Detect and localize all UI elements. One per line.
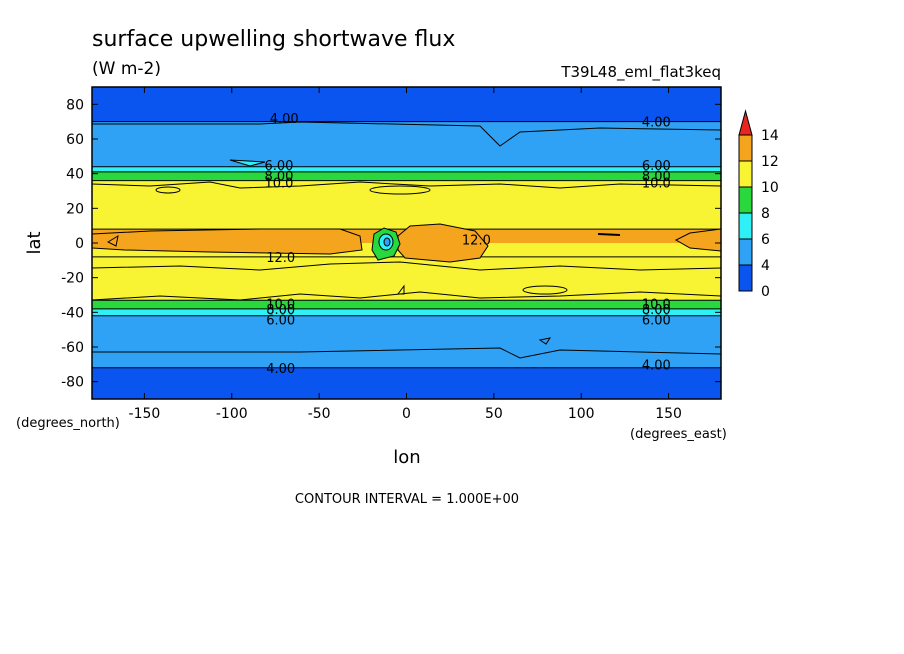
x-tick-label-6: 150: [655, 406, 682, 422]
colorbar-box-5: [738, 134, 753, 162]
contour-label-14: 8.00: [642, 303, 671, 318]
contour-label-12: 6.00: [266, 313, 295, 328]
band-3: [92, 171, 721, 181]
contour-label-8: 12.0: [266, 251, 295, 266]
contour-closed: [397, 284, 405, 295]
contour-closed: [538, 337, 552, 345]
contour-label-17: 4.00: [642, 358, 671, 373]
contour-closed: [229, 159, 266, 167]
contour-interval-note: CONTOUR INTERVAL = 1.000E+00: [295, 492, 519, 507]
colorbar-label-3: 8: [761, 206, 770, 222]
contour-label-6: 8.00: [642, 169, 671, 184]
y-axis-label: lat: [24, 231, 45, 254]
y-tick-label-7: 60: [66, 132, 84, 148]
x-tick-label-2: -50: [308, 406, 331, 422]
contour-line: [92, 181, 721, 189]
y-tick-label-0: -80: [61, 375, 84, 391]
x-axis: -150 -100 -50 0 50 100 150: [129, 87, 682, 422]
dataset-label: T39L48_eml_flat3keq: [560, 63, 721, 82]
band-8: [92, 300, 721, 309]
band-10: [92, 315, 721, 368]
y-tick-label-4: 0: [75, 236, 84, 252]
plot-area: 4.00 4.006.008.0010.06.008.0010.012.012.0…: [92, 87, 721, 399]
y-tick-label-2: -40: [61, 305, 84, 321]
colorbar-label-6: 0: [761, 284, 770, 300]
band-2: [92, 166, 721, 172]
y-axis: -80 -60 -40 -20 0 20 40 60 80: [61, 97, 721, 391]
colorbar-label-2: 10: [761, 180, 779, 196]
colorbar-box-1: [738, 238, 753, 266]
band-1: [92, 121, 721, 167]
contour-label-2: 6.00: [264, 159, 293, 174]
contour-label-16: 4.00: [266, 362, 295, 377]
chart-units: (W m-2): [92, 59, 161, 79]
contour-label-5: 6.00: [642, 159, 671, 174]
colorbar-box-0: [738, 264, 753, 292]
contour-closed: [155, 186, 181, 194]
colorbar-box-3: [738, 186, 753, 214]
contour-features: [92, 121, 721, 359]
contour-label-3: 8.00: [264, 169, 293, 184]
y-tick-label-3: -20: [61, 271, 84, 287]
colorbar: 14 12 10 8 6 4 0: [738, 109, 779, 300]
colorbar-label-5: 4: [761, 258, 770, 274]
contour-label-13: 10.0: [642, 298, 671, 313]
contour-line: [92, 291, 721, 301]
chart-title: surface upwelling shortwave flux: [92, 27, 455, 52]
contour-label-0: 4.00: [270, 112, 299, 127]
y-tick-label-1: -60: [61, 340, 84, 356]
colorbar-extend-arrow: [738, 109, 753, 136]
x-tick-label-3: 0: [402, 406, 411, 422]
equatorial-max-region-dateline: [674, 228, 721, 252]
contour-label-10: 10.0: [266, 298, 295, 313]
x-axis-label: lon: [393, 447, 420, 468]
y-units-label: (degrees_north): [16, 416, 120, 431]
colorbar-box-4: [738, 160, 753, 188]
contour-closed: [597, 233, 621, 236]
contour-label-4: 10.0: [264, 176, 293, 191]
band-9: [92, 308, 721, 316]
colorbar-label-0: 14: [761, 128, 779, 144]
band-4: [92, 180, 721, 230]
colorbar-label-4: 6: [761, 232, 770, 248]
equatorial-max-region-east: [397, 223, 489, 263]
x-tick-label-1: -100: [216, 406, 248, 422]
contour-line: [92, 261, 721, 271]
contour-closed: [522, 285, 568, 295]
contour-line: [92, 121, 721, 147]
contour-labels: 4.00 4.006.008.0010.06.008.0010.012.012.0…: [264, 112, 670, 377]
contour-label-15: 6.00: [642, 313, 671, 328]
x-tick-label-5: 100: [568, 406, 595, 422]
contour-closed: [369, 185, 431, 195]
local-anomaly-inner: [383, 237, 391, 247]
colorbar-label-1: 12: [761, 154, 779, 170]
contour-label-1: 4.00: [642, 116, 671, 131]
y-tick-label-5: 20: [66, 201, 84, 217]
contour-label-11: 8.00: [266, 303, 295, 318]
y-tick-label-8: 80: [66, 97, 84, 113]
colorbar-box-2: [738, 212, 753, 240]
y-tick-label-6: 40: [66, 167, 84, 183]
contour-label-9: 12.0: [462, 234, 491, 249]
contour-closed: [106, 234, 119, 247]
x-units-label: (degrees_east): [630, 427, 727, 442]
x-tick-label-4: 50: [485, 406, 503, 422]
contour-label-7: 10.0: [642, 176, 671, 191]
x-tick-label-0: -150: [129, 406, 161, 422]
equatorial-max-region: [92, 228, 363, 255]
contour-line: [92, 347, 721, 359]
